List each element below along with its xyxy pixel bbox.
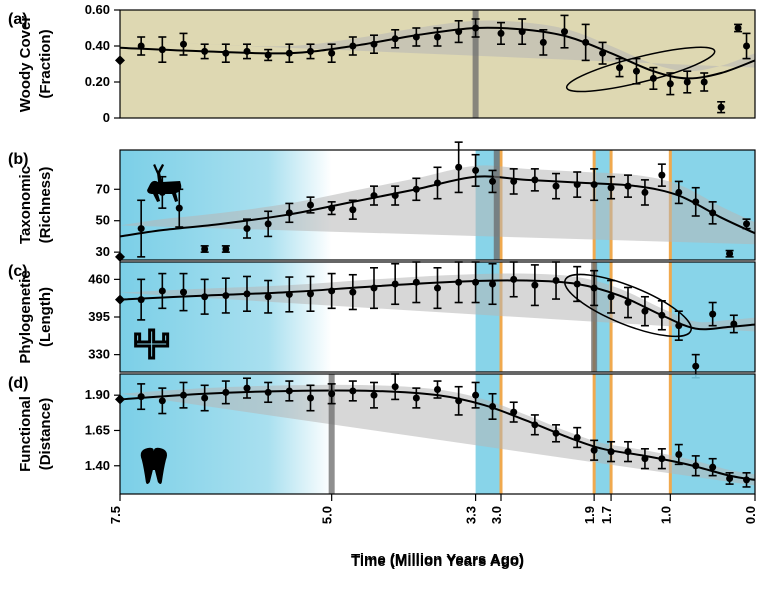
svg-text:1.90: 1.90 [85, 387, 110, 402]
ylabel-a-1: Woody Cover [17, 16, 34, 113]
svg-text:1.40: 1.40 [85, 458, 110, 473]
svg-text:0.60: 0.60 [85, 2, 110, 17]
svg-text:Time (Million Years Ago): Time (Million Years Ago) [351, 553, 524, 570]
panel-a: 0 0.20 0.40 0.60 Woody Cover(Fraction) (a) [8, 2, 755, 125]
svg-text:3.0: 3.0 [489, 506, 504, 524]
svg-text:1.9: 1.9 [582, 506, 597, 524]
panel-tag-d: (d) [8, 375, 28, 392]
svg-text:30: 30 [96, 244, 110, 259]
svg-text:0.40: 0.40 [85, 38, 110, 53]
panel-d: 1.40 1.65 1.90 Functional(Distance) (d) [8, 374, 755, 494]
ylabel-c-1: Phylogenetic [17, 270, 34, 363]
ylabel-d-1: Functional [17, 396, 34, 472]
svg-text:70: 70 [96, 181, 110, 196]
svg-text:1.0: 1.0 [658, 506, 673, 524]
svg-text:1.65: 1.65 [85, 422, 110, 437]
svg-text:7.5: 7.5 [108, 506, 123, 524]
svg-text:0.0: 0.0 [743, 506, 758, 524]
panel-tag-a: (a) [8, 11, 28, 28]
svg-text:3.3: 3.3 [464, 506, 479, 524]
figure: 0 0.20 0.40 0.60 Woody Cover(Fraction) (a) 30 5… [0, 0, 768, 596]
panel-tag-c: (c) [8, 263, 28, 280]
svg-text:5.0: 5.0 [320, 506, 335, 524]
panel-tag-b: (b) [8, 151, 28, 168]
svg-text:50: 50 [96, 213, 110, 228]
ylabel-d-2: (Distance) [37, 398, 54, 471]
ylabel-c-2: (Length) [37, 287, 54, 347]
ylabel-a-2: (Fraction) [37, 29, 54, 98]
svg-text:0.20: 0.20 [85, 74, 110, 89]
ylabel-b-2: (Richness) [37, 167, 54, 244]
svg-text:0: 0 [103, 110, 110, 125]
svg-text:460: 460 [88, 271, 110, 286]
panel-b: 30 50 70 Taxonomic(Richness) (b) [8, 142, 755, 262]
panel-c: 330 395 460 Phylogenetic(Length) (c) [8, 262, 755, 378]
ylabel-b-1: Taxonomic [17, 166, 34, 244]
svg-text:1.7: 1.7 [599, 506, 614, 524]
svg-text:330: 330 [88, 347, 110, 362]
svg-text:395: 395 [88, 309, 110, 324]
